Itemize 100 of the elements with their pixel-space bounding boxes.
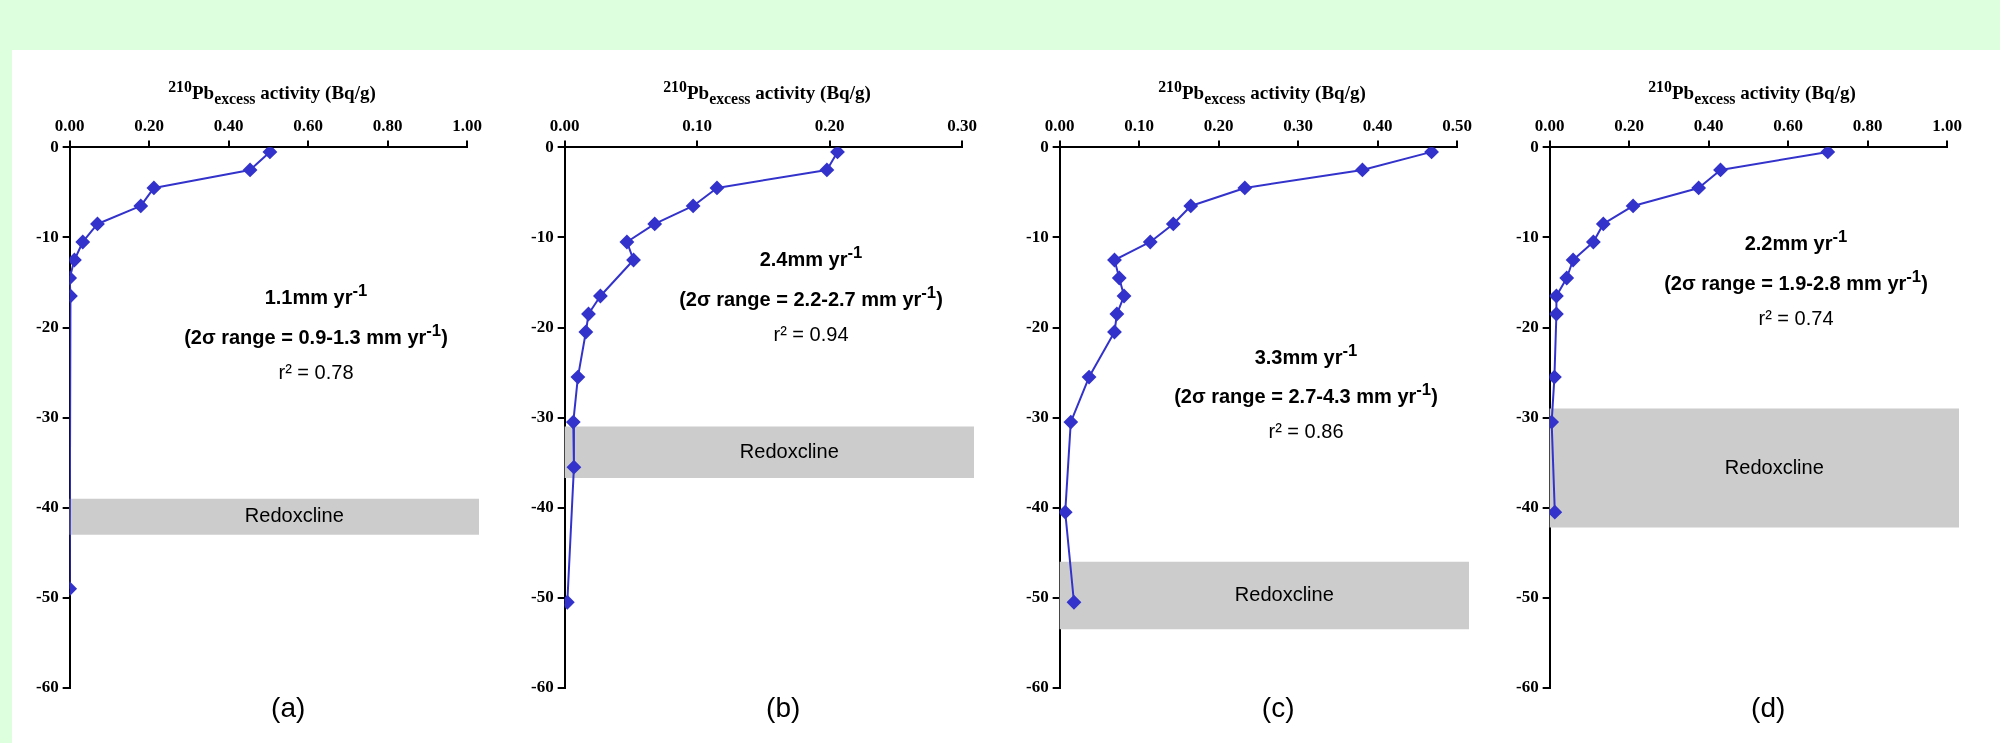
point <box>1559 271 1574 285</box>
x-tick-label: 0.20 <box>1203 115 1234 135</box>
point <box>90 216 105 231</box>
x-tick-label: 0.40 <box>1693 115 1724 135</box>
annotation: 3.3mm yr$^{-1}$ <box>1253 340 1359 369</box>
y-tick-label: -40 <box>1515 497 1539 517</box>
band-label: Redoxcline <box>1234 583 1334 605</box>
y-tick-label: -10 <box>35 226 59 246</box>
point <box>581 307 596 322</box>
y-tick-label: -60 <box>530 677 554 697</box>
point <box>1355 162 1370 177</box>
x-tick-label: 0.30 <box>1283 115 1313 135</box>
x-axis-title: $^{210}$Pb$_{excess}$ activity (Bq/g) <box>1157 78 1367 109</box>
x-tick-label: 1.00 <box>452 115 482 135</box>
annotation: r² = 0.86 <box>1267 420 1345 444</box>
x-tick-label: 0.20 <box>1614 115 1644 135</box>
x-tick-label: 0.00 <box>1044 115 1075 135</box>
point <box>1117 289 1132 304</box>
point <box>626 252 641 267</box>
point <box>1596 216 1611 231</box>
point <box>566 415 581 430</box>
point <box>1143 234 1158 249</box>
y-tick-label: -10 <box>1515 226 1539 246</box>
point <box>619 234 634 249</box>
y-tick-label: -20 <box>530 316 554 336</box>
point <box>1586 234 1601 249</box>
x-axis-title: $^{210}$Pb$_{excess}$ activity (Bq/g) <box>167 78 377 109</box>
annotation: r² = 0.74 <box>1757 306 1835 330</box>
y-tick-label: 0 <box>1040 136 1049 156</box>
y-tick-label: -60 <box>35 677 59 697</box>
y-tick-label: -60 <box>1025 677 1049 697</box>
point <box>1566 252 1581 267</box>
point <box>1549 505 1562 520</box>
point <box>1082 370 1097 385</box>
x-tick-label: 0.60 <box>293 115 323 135</box>
annotation: (2σ range = 2.7-4.3 mm yr$^{-1}$) <box>1174 380 1438 409</box>
point <box>1549 289 1564 304</box>
y-tick-label: 0 <box>50 136 59 156</box>
x-tick-label: 0.60 <box>1773 115 1803 135</box>
point <box>647 216 662 231</box>
text: (d) <box>1751 691 1786 724</box>
x-tick-label: 0.40 <box>1362 115 1393 135</box>
y-tick-label: -20 <box>35 316 59 336</box>
point <box>1107 252 1122 267</box>
y-tick-label: -50 <box>1515 587 1539 607</box>
annotation: r² = 0.78 <box>277 360 355 384</box>
x-tick-label: 0.40 <box>213 115 244 135</box>
y-tick-label: -40 <box>1025 497 1049 517</box>
y-tick-label: -40 <box>530 497 554 517</box>
text: (b) <box>766 691 801 724</box>
y-tick-label: -40 <box>35 497 59 517</box>
point <box>75 234 90 249</box>
point <box>1424 147 1439 159</box>
x-tick-label: 1.00 <box>1932 115 1962 135</box>
band-label: Redoxcline <box>1724 455 1824 478</box>
y-tick-label: -10 <box>1025 226 1049 246</box>
y-tick-label: -50 <box>35 587 59 607</box>
point <box>1549 307 1564 322</box>
annotation: (2σ range = 1.9-2.8 mm yr$^{-1}$) <box>1664 266 1928 295</box>
x-axis-title: $^{210}$Pb$_{excess}$ activity (Bq/g) <box>1647 78 1857 109</box>
point <box>1059 505 1073 520</box>
text: (a) <box>271 691 306 724</box>
y-tick-label: -30 <box>1025 406 1049 426</box>
point <box>133 198 148 213</box>
annotation: (2σ range = 0.9-1.3 mm yr$^{-1}$) <box>184 320 448 349</box>
point <box>262 147 277 159</box>
point <box>146 180 161 195</box>
point <box>1626 198 1641 213</box>
annotation: 2.2mm yr$^{-1}$ <box>1743 227 1849 255</box>
point <box>1820 147 1835 159</box>
point <box>1107 325 1122 340</box>
point <box>69 252 82 267</box>
point <box>1166 216 1181 231</box>
point <box>578 325 593 340</box>
y-tick-label: -20 <box>1025 316 1049 336</box>
text: (c) <box>1261 691 1295 724</box>
point <box>1237 180 1252 195</box>
x-tick-label: 0.00 <box>1534 115 1565 135</box>
y-tick-label: -20 <box>1515 316 1539 336</box>
band-label: Redoxcline <box>244 504 344 527</box>
y-tick-label: -60 <box>1515 677 1539 697</box>
x-tick-label: 0.00 <box>54 115 85 135</box>
y-tick-label: -50 <box>530 587 554 607</box>
point <box>566 460 581 475</box>
point <box>1109 307 1124 322</box>
point <box>830 147 845 159</box>
x-tick-label: 0.30 <box>947 115 977 135</box>
x-tick-label: 0.20 <box>134 115 164 135</box>
point <box>1549 370 1562 385</box>
x-axis-title: $^{210}$Pb$_{excess}$ activity (Bq/g) <box>662 78 872 109</box>
point <box>686 198 701 213</box>
band-label: Redoxcline <box>739 439 839 462</box>
point <box>1063 415 1078 430</box>
x-tick-label: 0.00 <box>549 115 580 135</box>
annotation: 1.1mm yr$^{-1}$ <box>263 281 369 309</box>
point <box>819 162 834 177</box>
y-tick-label: -30 <box>530 406 554 426</box>
annotation: r² = 0.94 <box>772 322 850 346</box>
y-tick-label: -30 <box>35 406 59 426</box>
point <box>1112 271 1127 285</box>
